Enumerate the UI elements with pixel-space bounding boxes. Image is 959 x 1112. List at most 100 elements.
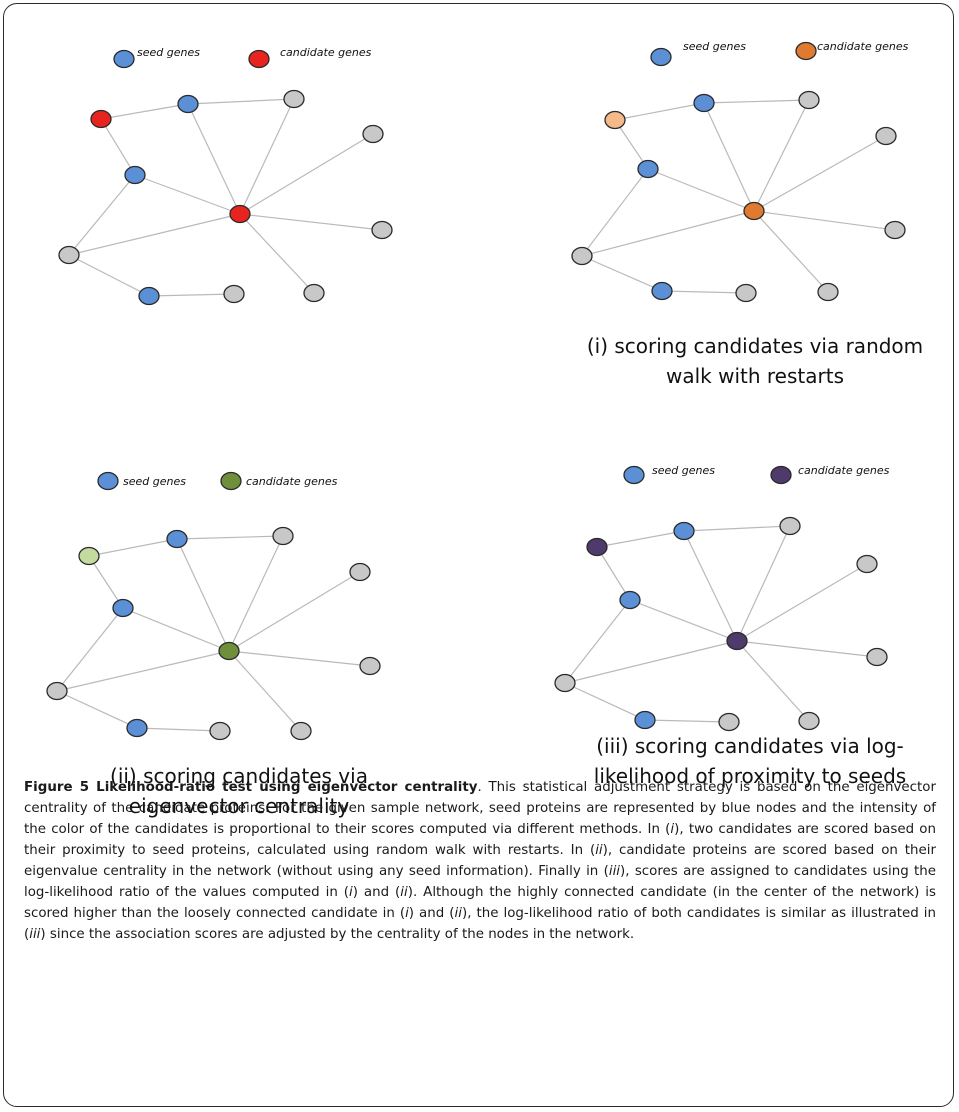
network-nodes [571,90,906,303]
legend-seed-label: seed genes [123,475,186,488]
candidate-node [604,110,626,130]
panel-ii-title-line1: (ii) scoring candidates via [110,764,368,788]
network-edges [68,98,383,297]
gene-node [223,284,245,304]
gene-node [875,126,897,146]
seed-node [166,529,188,549]
panel-top-left: seed genes candidate genes [58,46,393,306]
candidate-node [743,201,765,221]
caption-text: ) and ( [352,885,401,900]
caption-text: ) and ( [408,906,455,921]
legend-candidate-label: candidate genes [280,46,372,59]
network-nodes [58,89,393,306]
gene-node [349,562,371,582]
gene-node [46,681,68,701]
caption-ref: i [349,885,353,900]
gene-node [571,246,593,266]
caption-ref: iii [29,927,41,942]
network-edges [56,535,371,732]
seed-node [177,94,199,114]
panel-i: seed genes candidate genes [571,40,909,303]
gene-node [362,124,384,144]
legend: seed genes candidate genes [97,471,338,491]
network-edges [564,525,878,723]
seed-node [112,598,134,618]
gene-node [866,647,888,667]
legend-candidate-swatch [248,49,270,69]
caption-label: Figure 5 Likelihood-ratio test using eig… [24,780,478,795]
panel-iii-title-line1: (iii) scoring candidates via log- [596,734,904,758]
gene-node [554,673,576,693]
gene-node [817,282,839,302]
legend-seed-swatch [113,49,135,69]
gene-node [209,721,231,741]
legend-seed-label: seed genes [652,464,715,477]
candidate-node [586,537,608,557]
caption-text: ), the log-likelihood ratio of both cand… [24,906,936,942]
network-edges [581,99,896,294]
figure-frame [3,3,954,1107]
seed-node [634,710,656,730]
seed-node [138,286,160,306]
caption-ref: i [670,822,675,837]
legend-candidate-label: candidate genes [246,475,338,488]
gene-node [272,526,294,546]
gene-node [884,220,906,240]
network-nodes [554,516,888,732]
gene-node [283,89,305,109]
panel-iii: seed genes candidate genes [554,464,890,732]
legend-seed-swatch [97,471,119,491]
legend-candidate-label: candidate genes [798,464,890,477]
legend: seed genes candidate genes [113,46,372,69]
candidate-node [229,204,251,224]
gene-node [290,721,312,741]
caption-text: ) since the association scores are adjus… [40,927,635,942]
gene-node [798,90,820,110]
panel-i-title-line2: walk with restarts [666,364,844,388]
caption-text: ), scores are assigned to candidates usi… [24,864,936,900]
figure-caption: Figure 5 Likelihood-ratio test using eig… [24,777,936,945]
gene-node [735,283,757,303]
panel-i-title-line1: (i) scoring candidates via random [586,334,924,358]
gene-node [779,516,801,536]
legend: seed genes candidate genes [650,40,909,67]
panel-i-title: (i) scoring candidates via random walk w… [545,331,959,391]
caption-text: ). Although the highly connected candida… [24,885,936,921]
seed-node [619,590,641,610]
gene-node [798,711,820,731]
panel-iii-title: (iii) scoring candidates via log- likeli… [535,731,959,791]
seed-node [637,159,659,179]
candidate-node [726,631,748,651]
panel-ii-heading-lines: (ii) scoring candidates via eigenvector … [8,761,470,821]
caption-ref: ii [454,906,462,921]
network-figure: seed genes candidate genes [46,40,909,741]
panel-iii-title-line2: likelihood of proximity to seeds [593,764,907,788]
caption-text: . This statistical adjustment strategy i… [24,780,936,837]
caption-text: ), two candidates are scored based on th… [24,822,936,858]
candidate-node [78,546,100,566]
panel-ii: seed genes candidate genes [46,471,381,741]
legend-seed-swatch [650,47,672,67]
legend: seed genes candidate genes [623,464,890,485]
legend-seed-label: seed genes [683,40,746,53]
seed-node [651,281,673,301]
caption-text: ), candidate proteins are scored based o… [24,843,936,879]
candidate-node [90,109,112,129]
candidate-node [218,641,240,661]
gene-node [856,554,878,574]
seed-node [124,165,146,185]
legend-candidate-swatch [770,465,792,485]
seed-node [126,718,148,738]
caption-ref: ii [400,885,408,900]
caption-ref: ii [595,843,603,858]
legend-candidate-swatch [795,41,817,61]
caption-ref: i [405,906,409,921]
legend-candidate-swatch [220,471,242,491]
legend-seed-swatch [623,465,645,485]
gene-node [58,245,80,265]
panel-ii-title-line2: eigenvector centrality [128,794,350,818]
caption-ref: iii [608,864,621,879]
gene-node [359,656,381,676]
gene-node [371,220,393,240]
seed-node [693,93,715,113]
